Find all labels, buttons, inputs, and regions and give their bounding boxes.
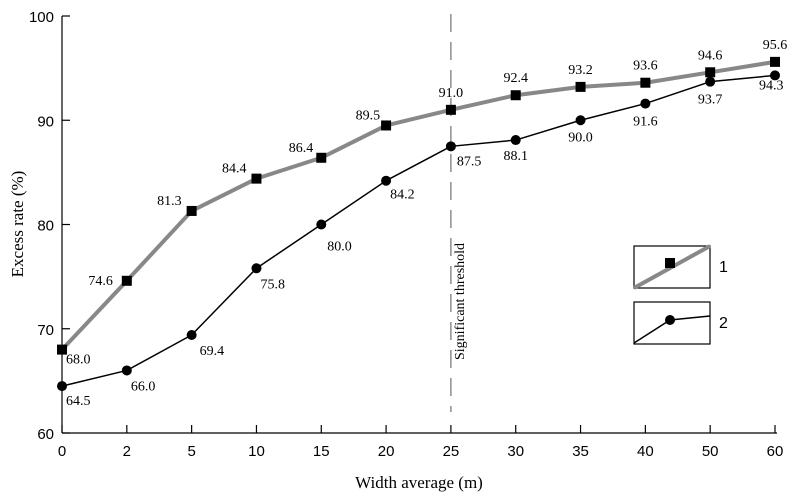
series-2-data-label: 84.2: [390, 188, 415, 203]
legend-label-2: 2: [719, 315, 728, 332]
series-2-data-label: 94.3: [759, 78, 784, 93]
x-tick-label: 2: [123, 443, 131, 460]
series-1-point: [121, 275, 132, 286]
y-axis-ticks: 60 70 80 90 100: [29, 9, 70, 443]
threshold-label: Significant threshold: [453, 243, 468, 360]
series-1-data-label: 68.0: [66, 353, 91, 368]
series-1-point: [510, 90, 521, 101]
y-tick-label: 80: [37, 218, 54, 235]
series-1-point: [770, 56, 780, 67]
series-2-point: [575, 115, 586, 126]
series-2-line: [61, 74, 776, 387]
series-1-point: [186, 205, 197, 216]
series-2-point: [57, 381, 67, 392]
series-1-point: [57, 344, 67, 355]
series-2-point: [121, 365, 132, 376]
legend-item-1: 1: [633, 244, 728, 290]
series-1-point: [575, 81, 586, 92]
series-2-data-label: 88.1: [503, 149, 528, 164]
legend-box-1: [633, 245, 711, 289]
legend-box-2: [633, 301, 711, 345]
series-2-data-label: 91.6: [633, 115, 658, 130]
series-1-line: [60, 59, 776, 351]
series-1-data-label: 86.4: [289, 141, 314, 156]
series-2-point: [640, 98, 651, 109]
x-axis-ticks: 0 2 5 10 15 20 25 30 35 40 50 60: [58, 425, 784, 460]
series-1-data-label: 91.0: [439, 86, 464, 101]
x-tick-label: 60: [767, 443, 784, 460]
x-tick-label: 35: [572, 443, 589, 460]
series-2-point: [705, 76, 716, 87]
series-2-point: [316, 219, 327, 230]
series-2-point: [510, 135, 521, 146]
x-tick-label: 10: [248, 443, 265, 460]
legend-label-1: 1: [719, 259, 728, 276]
series-1-point: [705, 67, 716, 78]
series-1-data-label: 74.6: [88, 274, 113, 289]
series-2-data-label: 64.5: [66, 394, 91, 409]
series-1-data-label: 93.2: [568, 63, 593, 78]
series-2-data-label: 75.8: [260, 277, 285, 292]
series-1-point: [445, 104, 456, 115]
x-tick-label: 0: [58, 443, 66, 460]
series-1-data-label: 92.4: [503, 71, 528, 86]
series-1-point: [316, 152, 327, 163]
series-1-data-label: 94.6: [698, 48, 723, 63]
x-tick-label: 25: [443, 443, 460, 460]
series-2-data-label: 87.5: [457, 154, 482, 169]
x-axis-title: Width average (m): [355, 473, 483, 492]
series-2-point: [445, 141, 456, 152]
series-1-data-label: 84.4: [222, 162, 247, 177]
x-tick-label: 30: [507, 443, 524, 460]
x-tick-label: 20: [378, 443, 395, 460]
series-1-data-label: 81.3: [157, 194, 182, 209]
series-2-data-label: 66.0: [131, 379, 156, 394]
series-1-point: [251, 173, 262, 184]
series-layer: [57, 56, 780, 392]
y-tick-label: 90: [37, 113, 54, 130]
series-1-point: [381, 120, 392, 131]
x-tick-label: 15: [313, 443, 330, 460]
y-tick-label: 70: [37, 322, 54, 339]
series-2-data-label: 90.0: [568, 130, 593, 145]
y-axis-title: Excess rate (%): [8, 171, 27, 278]
y-tick-label: 60: [37, 426, 54, 443]
series-2-data-label: 93.7: [698, 93, 723, 108]
series-2-point: [251, 263, 262, 274]
y-tick-label: 100: [29, 9, 54, 26]
series-2-point: [770, 70, 780, 81]
data-labels: 68.0 74.6 81.3 84.4 86.4 89.5 91.0 92.4 93.2 93.6…: [66, 38, 787, 409]
series-1-data-label: 89.5: [356, 108, 381, 123]
x-tick-label: 40: [637, 443, 654, 460]
series-1-data-label: 95.6: [763, 38, 788, 53]
legend-circle-marker: [665, 315, 675, 325]
x-tick-label: 50: [702, 443, 719, 460]
series-1-point: [640, 77, 651, 88]
series-2-point: [186, 330, 197, 341]
series-2-data-label: 80.0: [327, 240, 352, 255]
legend-square-marker: [665, 258, 675, 268]
legend: 1 2: [633, 244, 728, 345]
series-1-data-label: 93.6: [633, 59, 658, 74]
legend-item-2: 2: [633, 301, 728, 345]
x-tick-label: 5: [187, 443, 195, 460]
series-2-data-label: 69.4: [200, 344, 225, 359]
series-2-point: [381, 175, 392, 186]
